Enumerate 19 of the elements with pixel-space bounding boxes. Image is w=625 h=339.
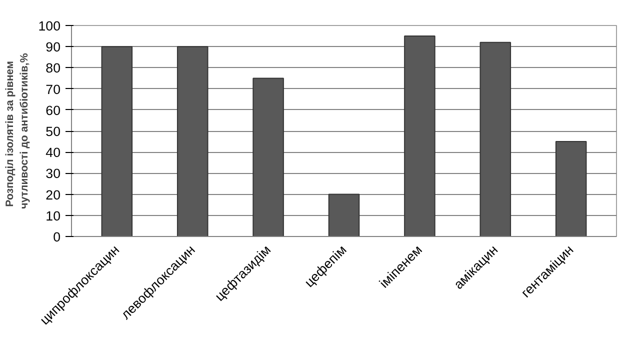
y-tick-label: 60 — [46, 102, 61, 118]
y-tick-label: 40 — [46, 145, 61, 160]
y-tick-label: 20 — [46, 187, 61, 202]
y-tick-label: 70 — [46, 82, 61, 97]
y-tick-label: 30 — [46, 166, 61, 182]
y-tick-label: 10 — [46, 208, 61, 224]
y-axis-title: Розподіл ізолятів за рівнем чутливості до антибіотиків,% — [4, 52, 30, 209]
y-tick-label: 100 — [38, 18, 61, 34]
bar — [252, 78, 284, 236]
y-tick-label: 80 — [46, 60, 61, 76]
bar — [176, 46, 208, 236]
bar — [555, 141, 587, 236]
bar — [480, 42, 512, 236]
bar — [328, 194, 360, 236]
y-tick-label: 0 — [53, 230, 61, 244]
bar — [101, 46, 133, 236]
bar — [404, 36, 436, 236]
y-tick-label: 50 — [46, 124, 61, 139]
y-tick-label: 90 — [46, 40, 61, 55]
